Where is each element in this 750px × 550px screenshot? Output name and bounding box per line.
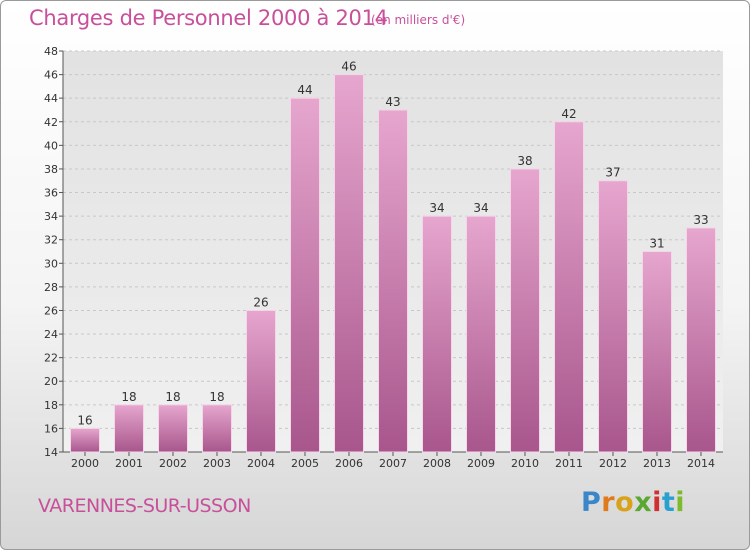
bar-2002 — [158, 404, 188, 453]
x-tick-label: 2001 — [115, 457, 143, 470]
y-tick-label: 38 — [44, 163, 58, 176]
y-tick-label: 34 — [44, 210, 58, 223]
bar-2007 — [378, 109, 408, 453]
y-tick-label: 46 — [44, 69, 58, 82]
y-tick-label: 28 — [44, 281, 58, 294]
x-tick-label: 2003 — [203, 457, 231, 470]
bar-2012 — [598, 180, 628, 453]
data-label: 37 — [605, 166, 620, 180]
x-tick-label: 2008 — [423, 457, 451, 470]
data-label: 38 — [517, 154, 532, 168]
data-label: 18 — [209, 390, 224, 404]
chart-subtitle: (en milliers d'€) — [371, 13, 466, 27]
data-label: 26 — [253, 295, 268, 309]
x-tick-label: 2005 — [291, 457, 319, 470]
bar-chart: 14 16 18 20 22 24 26 28 30 32 34 36 38 40 42 44 46 48 16 20… — [44, 45, 723, 470]
bar-2011 — [554, 121, 584, 453]
data-label: 34 — [473, 201, 488, 215]
bar-2010 — [510, 168, 540, 453]
bar-2009 — [466, 215, 496, 453]
x-tick-label: 2002 — [159, 457, 187, 470]
location-name: VARENNES-SUR-USSON — [38, 495, 251, 517]
data-label: 18 — [165, 390, 180, 404]
data-label: 16 — [77, 413, 92, 427]
y-tick-label: 48 — [44, 45, 58, 58]
bar-2003 — [202, 404, 232, 453]
bar-2006 — [334, 74, 364, 453]
y-tick-label: 22 — [44, 352, 58, 365]
y-tick-label: 42 — [44, 116, 58, 129]
bar-2013 — [642, 251, 672, 453]
y-tick-label: 24 — [44, 328, 58, 341]
y-tick-label: 40 — [44, 139, 58, 152]
x-tick-label: 2004 — [247, 457, 275, 470]
x-tick-label: 2010 — [511, 457, 539, 470]
y-tick-label: 20 — [44, 375, 58, 388]
y-tick-label: 32 — [44, 234, 58, 247]
x-tick-label: 2007 — [379, 457, 407, 470]
bar-2000 — [70, 427, 100, 453]
x-tick-label: 2009 — [467, 457, 495, 470]
data-label: 33 — [693, 213, 708, 227]
x-tick-label: 2014 — [687, 457, 715, 470]
data-label: 46 — [341, 60, 356, 74]
bar-2004 — [246, 309, 276, 453]
y-tick-label: 44 — [44, 92, 58, 105]
data-label: 43 — [385, 95, 400, 109]
y-tick-label: 36 — [44, 187, 58, 200]
bar-2001 — [114, 404, 144, 453]
x-tick-label: 2006 — [335, 457, 363, 470]
data-label: 34 — [429, 201, 444, 215]
data-label: 42 — [561, 107, 576, 121]
x-tick-label: 2000 — [71, 457, 99, 470]
y-tick-label: 16 — [44, 422, 58, 435]
data-label: 18 — [121, 390, 136, 404]
data-label: 31 — [649, 237, 664, 251]
proxiti-logo: Proxiti — [581, 487, 686, 518]
chart-title: Charges de Personnel 2000 à 2014 — [29, 6, 388, 30]
bar-2014 — [686, 227, 716, 453]
x-tick-label: 2011 — [555, 457, 583, 470]
x-tick-label: 2012 — [599, 457, 627, 470]
bar-2008 — [422, 215, 452, 453]
y-tick-label: 30 — [44, 257, 58, 270]
y-tick-label: 18 — [44, 399, 58, 412]
y-tick-label: 26 — [44, 304, 58, 317]
data-label: 44 — [297, 83, 312, 97]
x-tick-label: 2013 — [643, 457, 671, 470]
bar-2005 — [290, 97, 320, 453]
y-tick-label: 14 — [44, 446, 58, 459]
